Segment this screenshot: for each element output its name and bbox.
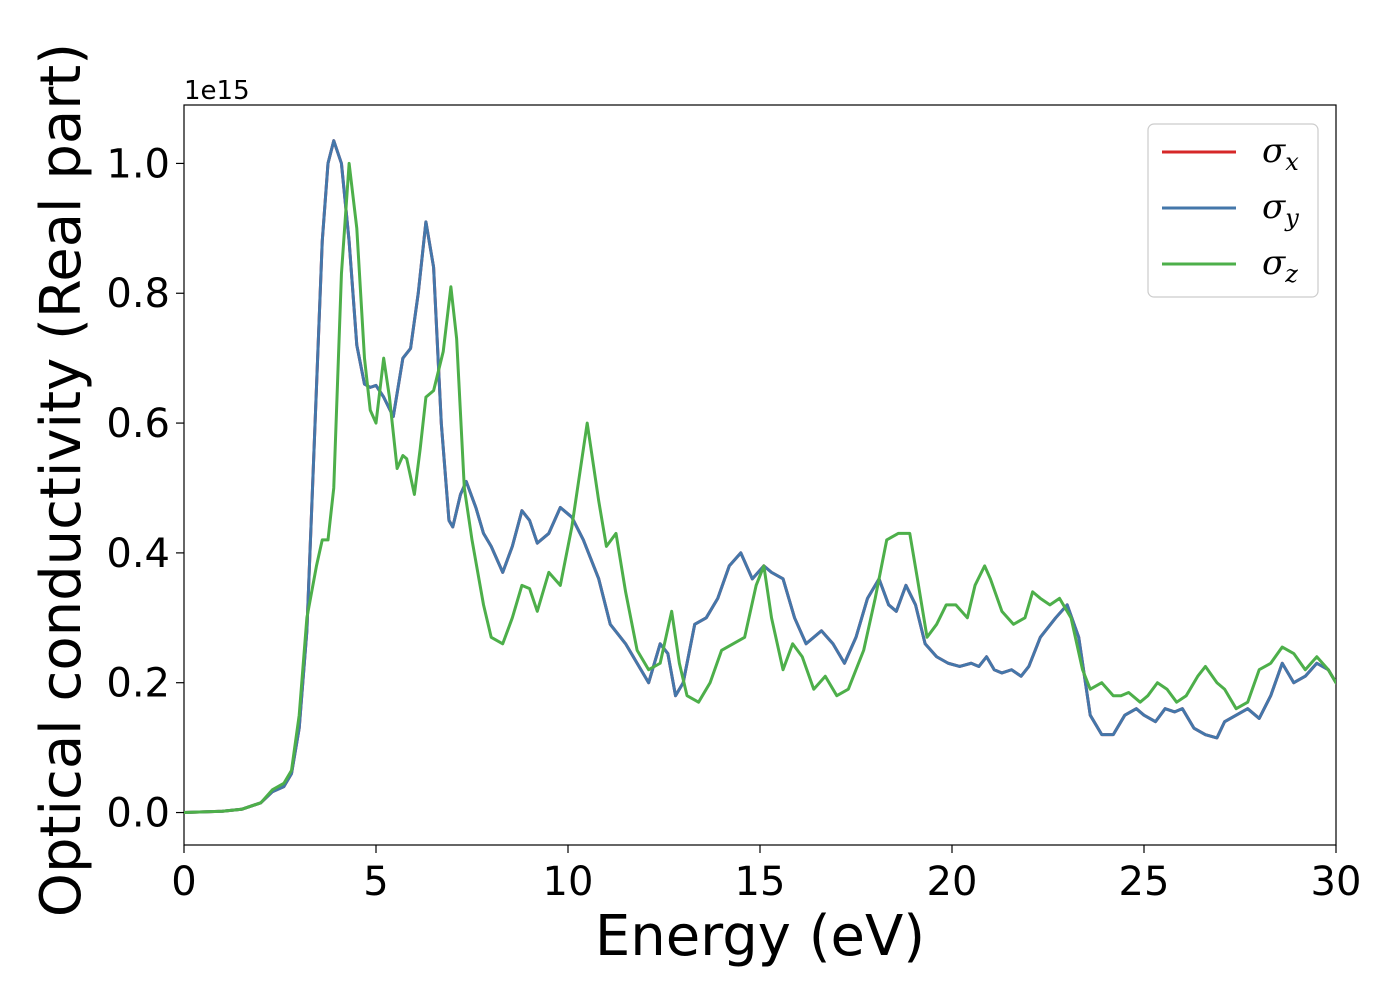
legend-box — [1147, 123, 1319, 298]
y-tick-label: 0.0 — [106, 791, 170, 837]
y-tick-label: 0.6 — [106, 401, 170, 447]
series-layer — [184, 139, 1336, 815]
x-tick-label: 25 — [1119, 859, 1170, 905]
x-axis: 0 5 10 15 20 25 30 — [171, 845, 1361, 905]
legend-label-z: σz — [1262, 243, 1298, 288]
legend: σx σy σz — [1147, 123, 1319, 298]
x-axis-title: Energy (eV) — [595, 904, 925, 969]
x-tick-label: 15 — [735, 859, 786, 905]
plot-area — [183, 104, 1337, 846]
y-tick-label: 0.2 — [106, 661, 170, 707]
x-tick-label: 0 — [171, 859, 196, 905]
y-axis-title: Optical conductivity (Real part) — [29, 43, 94, 917]
y-tick-label: 0.8 — [106, 271, 170, 317]
series-line-z — [184, 161, 1336, 815]
series-line-y — [184, 139, 1336, 815]
x-tick-label: 10 — [543, 859, 594, 905]
x-tick-label: 20 — [927, 859, 978, 905]
legend-label-y: σy — [1262, 187, 1299, 232]
legend-label-x: σx — [1262, 131, 1299, 176]
x-tick-label: 5 — [363, 859, 388, 905]
y-tick-label: 0.4 — [106, 531, 170, 577]
y-offset-label: 1e15 — [184, 76, 250, 106]
y-axis: 0.0 0.2 0.4 0.6 0.8 1.0 — [106, 141, 184, 837]
y-tick-label: 1.0 — [106, 141, 170, 187]
x-tick-label: 30 — [1311, 859, 1362, 905]
